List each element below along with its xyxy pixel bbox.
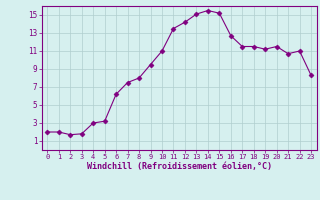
X-axis label: Windchill (Refroidissement éolien,°C): Windchill (Refroidissement éolien,°C) [87,162,272,171]
